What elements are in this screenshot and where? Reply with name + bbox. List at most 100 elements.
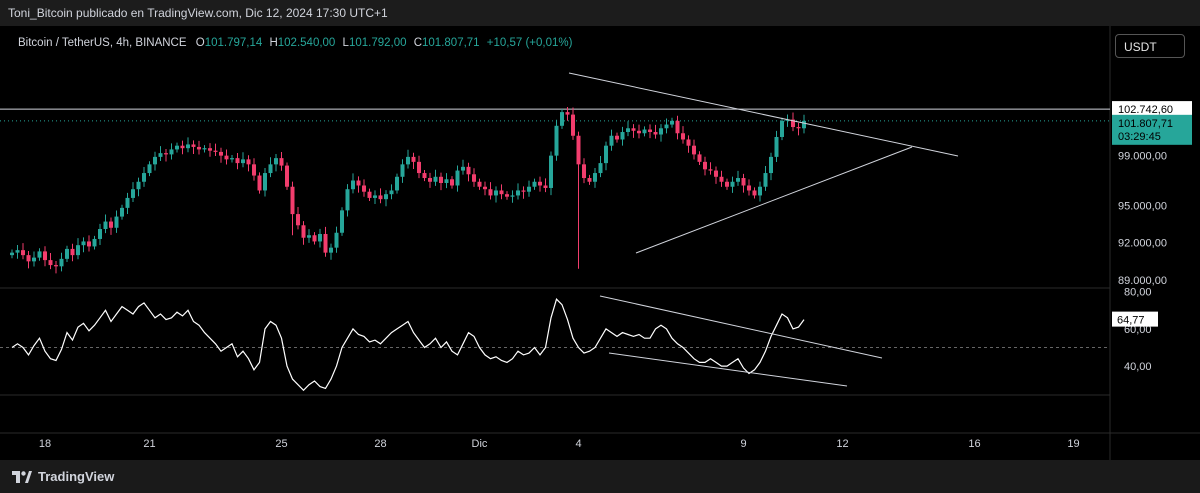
candle-body bbox=[296, 214, 300, 226]
time-axis-label: 28 bbox=[374, 438, 386, 450]
candle-body bbox=[175, 145, 179, 150]
candle-body bbox=[626, 128, 630, 133]
chart-canvas[interactable]: 99.000,00 95.000,00 92.000,00 89.000,00 102.… bbox=[0, 26, 1200, 460]
candle-body bbox=[98, 229, 102, 239]
triangle-lower-trendline bbox=[635, 146, 913, 254]
candle-body bbox=[439, 176, 443, 183]
candle-body bbox=[422, 173, 427, 179]
candle-body bbox=[340, 210, 344, 233]
candle-body bbox=[114, 216, 119, 228]
time-axis-label: 12 bbox=[836, 438, 848, 450]
open-label: O bbox=[195, 37, 205, 49]
candle-body bbox=[560, 112, 564, 126]
candle-body bbox=[565, 112, 570, 115]
candle-body bbox=[554, 125, 559, 156]
candle-body bbox=[488, 189, 493, 196]
price-axis-tick: 92.000,00 bbox=[1118, 238, 1167, 250]
candle-body bbox=[180, 145, 185, 149]
candle-body bbox=[593, 173, 597, 182]
candle-body bbox=[301, 225, 306, 238]
candle-body bbox=[10, 252, 14, 256]
candle-body bbox=[48, 260, 53, 266]
candle-body bbox=[527, 186, 531, 192]
resistance-label-box bbox=[1112, 101, 1192, 116]
candle-body bbox=[120, 207, 124, 217]
rsi-axis-tick: 40,00 bbox=[1124, 361, 1152, 373]
candle-body bbox=[714, 170, 718, 177]
candle-body bbox=[747, 185, 751, 191]
candle-body bbox=[373, 195, 377, 198]
resistance-label: 102.742,60 bbox=[1118, 104, 1173, 116]
candle-body bbox=[780, 120, 784, 137]
currency-button[interactable]: USDT bbox=[1115, 34, 1185, 58]
candle-body bbox=[153, 156, 157, 165]
candle-body bbox=[450, 179, 454, 186]
countdown-value: 03:29:45 bbox=[1118, 131, 1161, 143]
candle-body bbox=[158, 153, 163, 157]
candle-body bbox=[417, 161, 421, 174]
candle-body bbox=[202, 148, 207, 150]
candle-body bbox=[213, 150, 218, 152]
candle-body bbox=[609, 135, 614, 146]
candle-body bbox=[307, 235, 311, 238]
candle-body bbox=[791, 119, 795, 128]
candle-body bbox=[802, 120, 806, 129]
candle-body bbox=[697, 154, 702, 162]
candle-body bbox=[389, 190, 394, 195]
candle-body bbox=[598, 163, 603, 174]
candle-body bbox=[461, 166, 465, 171]
candle-body bbox=[521, 190, 526, 192]
candle-body bbox=[774, 136, 779, 157]
candle-body bbox=[257, 175, 262, 191]
publisher-line: Toni_Bitcoin publicado en TradingView.co… bbox=[8, 6, 388, 20]
candle-body bbox=[428, 178, 432, 182]
candle-body bbox=[191, 144, 196, 147]
candle-body bbox=[285, 165, 289, 187]
candle-body bbox=[345, 189, 350, 211]
candle-body bbox=[604, 145, 608, 164]
tradingview-logo[interactable]: TradingView bbox=[12, 469, 114, 484]
triangle-upper-trendline bbox=[568, 72, 959, 157]
candle-body bbox=[362, 185, 366, 192]
rsi-axis-tick: 80,00 bbox=[1124, 287, 1152, 299]
candle-body bbox=[769, 156, 773, 174]
candle-body bbox=[725, 181, 729, 187]
candle-body bbox=[378, 195, 383, 200]
candle-body bbox=[43, 251, 47, 261]
candle-body bbox=[65, 248, 69, 259]
price-axis-tick: 95.000,00 bbox=[1118, 200, 1167, 212]
rsi-line bbox=[11, 298, 805, 392]
candle-body bbox=[455, 170, 460, 186]
candle-body bbox=[494, 190, 498, 196]
candle-body bbox=[499, 190, 504, 195]
candle-body bbox=[444, 179, 449, 183]
candle-body bbox=[472, 174, 476, 182]
candle-body bbox=[136, 181, 141, 190]
publisher-bar: Toni_Bitcoin publicado en TradingView.co… bbox=[0, 0, 1200, 26]
candle-body bbox=[571, 114, 575, 136]
candle-body bbox=[642, 129, 647, 134]
candle-body bbox=[208, 148, 212, 151]
candle-body bbox=[785, 119, 790, 121]
candle-body bbox=[719, 176, 724, 182]
close-value: 101.807,71 bbox=[422, 37, 480, 49]
candle-body bbox=[15, 250, 20, 253]
time-axis-label: 4 bbox=[575, 438, 581, 450]
candle-body bbox=[263, 173, 267, 191]
candle-body bbox=[395, 176, 399, 191]
price-axis-tick: 89.000,00 bbox=[1118, 275, 1167, 287]
tradingview-icon bbox=[12, 470, 32, 483]
candle-body bbox=[730, 181, 735, 187]
candle-body bbox=[279, 158, 284, 166]
candle-body bbox=[516, 190, 520, 196]
candle-body bbox=[92, 238, 97, 247]
candle-body bbox=[543, 185, 548, 188]
close-label: C bbox=[413, 37, 423, 49]
time-axis-label: 18 bbox=[39, 438, 51, 450]
candle-body bbox=[81, 241, 86, 246]
candle-body bbox=[59, 258, 64, 267]
time-axis-label: 9 bbox=[740, 438, 746, 450]
candle-body bbox=[615, 135, 619, 140]
candle-body bbox=[686, 139, 691, 146]
open-value: 101.797,14 bbox=[204, 37, 263, 49]
